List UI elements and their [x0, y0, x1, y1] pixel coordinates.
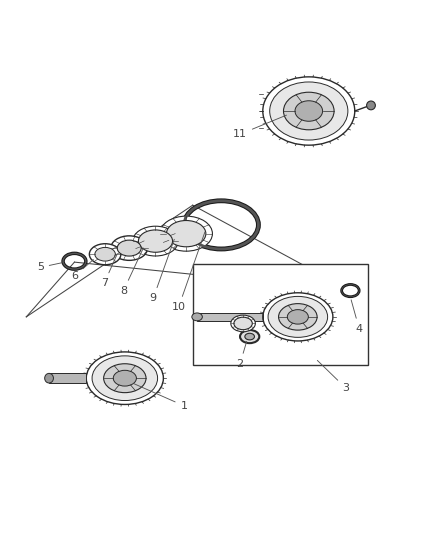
Text: 1: 1	[134, 384, 187, 411]
Ellipse shape	[268, 296, 328, 337]
Ellipse shape	[234, 317, 252, 330]
Text: 9: 9	[150, 239, 174, 303]
Text: 11: 11	[233, 115, 286, 139]
Ellipse shape	[231, 315, 255, 332]
Ellipse shape	[92, 356, 158, 400]
Bar	[193, 264, 368, 365]
Ellipse shape	[113, 370, 136, 386]
Text: 6: 6	[71, 260, 93, 281]
Ellipse shape	[245, 333, 254, 340]
Ellipse shape	[367, 101, 375, 110]
Text: 5: 5	[37, 262, 62, 272]
Ellipse shape	[192, 313, 202, 321]
Ellipse shape	[89, 244, 121, 265]
Ellipse shape	[295, 101, 322, 122]
Bar	[49, 374, 86, 383]
Text: 8: 8	[120, 248, 143, 296]
Text: 3: 3	[318, 360, 350, 393]
Ellipse shape	[104, 364, 146, 393]
Ellipse shape	[270, 82, 348, 140]
Ellipse shape	[45, 374, 53, 383]
Text: 7: 7	[101, 254, 117, 288]
Ellipse shape	[95, 247, 115, 261]
Ellipse shape	[283, 92, 334, 130]
Ellipse shape	[111, 236, 148, 260]
Ellipse shape	[133, 226, 178, 256]
Ellipse shape	[138, 230, 173, 252]
Ellipse shape	[287, 310, 308, 324]
Text: 2: 2	[237, 342, 247, 369]
Ellipse shape	[160, 216, 212, 251]
Ellipse shape	[240, 330, 259, 343]
Ellipse shape	[166, 221, 206, 247]
Ellipse shape	[259, 290, 336, 343]
Ellipse shape	[117, 240, 141, 256]
Ellipse shape	[259, 75, 358, 147]
Text: 10: 10	[172, 232, 205, 312]
Bar	[197, 313, 263, 321]
Text: 4: 4	[351, 300, 363, 334]
Ellipse shape	[83, 350, 167, 407]
Ellipse shape	[279, 304, 317, 330]
